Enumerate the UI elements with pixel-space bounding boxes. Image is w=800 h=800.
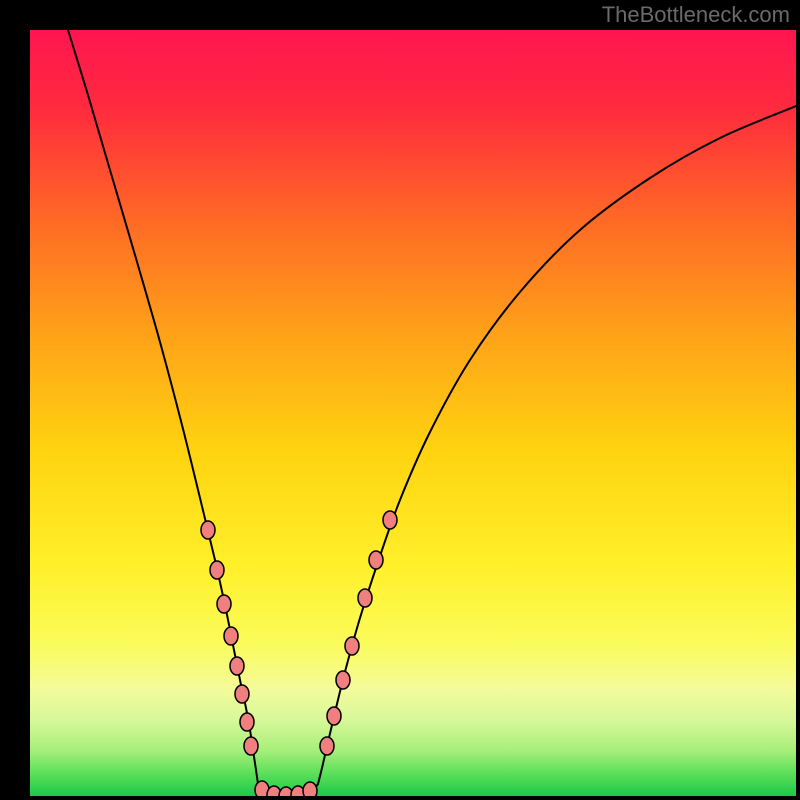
data-marker bbox=[383, 511, 397, 529]
chart-curves-layer bbox=[30, 30, 796, 796]
data-marker bbox=[303, 782, 317, 796]
data-marker bbox=[345, 637, 359, 655]
data-marker bbox=[217, 595, 231, 613]
data-marker bbox=[210, 561, 224, 579]
data-marker bbox=[369, 551, 383, 569]
data-marker bbox=[235, 685, 249, 703]
data-marker bbox=[336, 671, 350, 689]
data-marker bbox=[201, 521, 215, 539]
data-marker bbox=[358, 589, 372, 607]
data-marker bbox=[224, 627, 238, 645]
data-marker bbox=[240, 713, 254, 731]
data-marker bbox=[244, 737, 258, 755]
data-marker bbox=[327, 707, 341, 725]
watermark-text: TheBottleneck.com bbox=[602, 2, 790, 28]
chart-plot-area bbox=[30, 30, 796, 796]
data-marker bbox=[230, 657, 244, 675]
bottleneck-curve-left bbox=[68, 30, 258, 784]
marker-group bbox=[201, 511, 397, 796]
bottleneck-curve-right bbox=[318, 106, 796, 784]
data-marker bbox=[320, 737, 334, 755]
